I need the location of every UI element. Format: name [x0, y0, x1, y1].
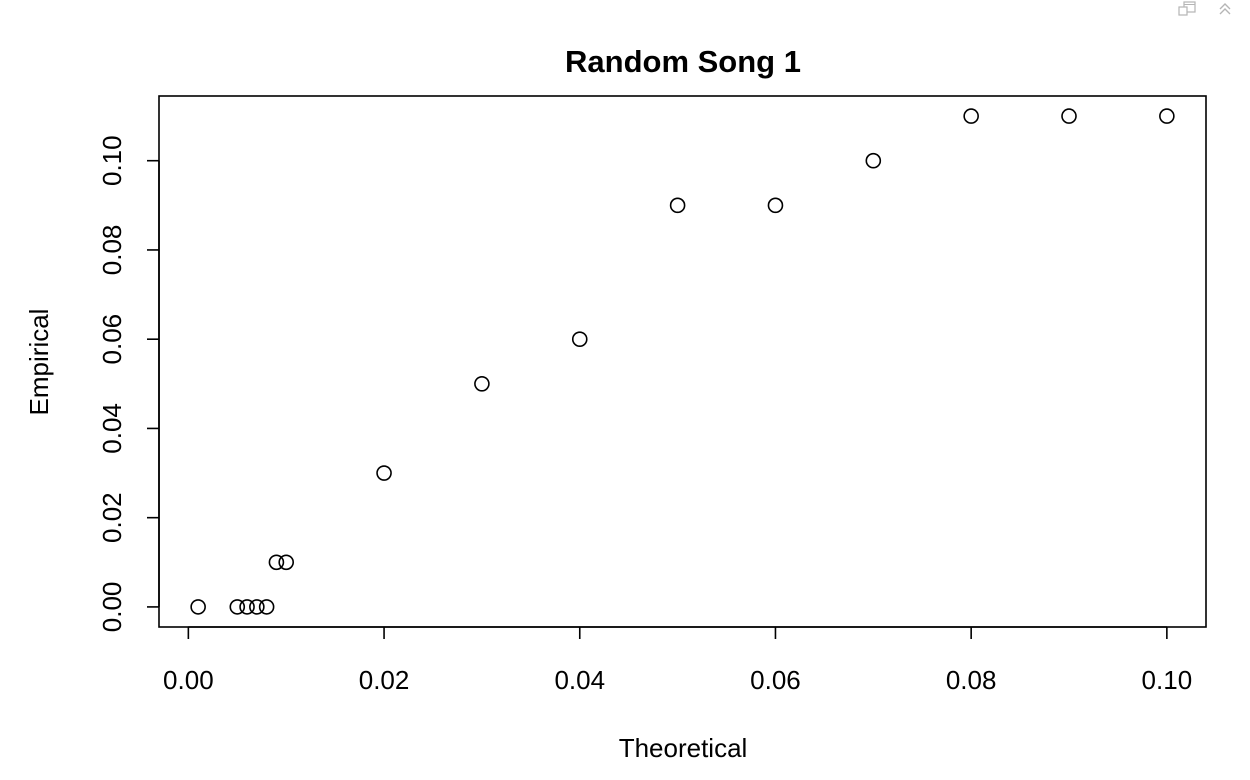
chart-title: Random Song 1 — [565, 44, 801, 79]
data-point — [249, 599, 265, 615]
output-toolbar — [1178, 0, 1234, 18]
x-tick-label: 0.00 — [163, 665, 214, 695]
y-tick-label: 0.10 — [97, 135, 127, 186]
x-tick-label: 0.04 — [554, 665, 605, 695]
y-axis-label: Empirical — [24, 309, 54, 416]
data-point — [865, 152, 882, 169]
x-axis: 0.00 0.02 0.04 0.06 0.08 0.10 — [163, 626, 1193, 695]
data-points — [190, 108, 1175, 615]
data-point — [258, 599, 275, 615]
y-tick-label: 0.04 — [97, 403, 127, 454]
data-point — [376, 465, 392, 481]
data-point — [767, 197, 784, 214]
show-in-new-window-icon — [1178, 1, 1196, 16]
data-point — [474, 376, 490, 392]
x-tick-label: 0.08 — [946, 665, 997, 695]
data-point — [239, 599, 255, 615]
collapse-output-button[interactable] — [1216, 0, 1234, 18]
data-point — [190, 599, 206, 615]
data-point — [1061, 108, 1077, 124]
x-axis-label: Theoretical — [619, 733, 748, 763]
data-point — [1159, 108, 1175, 124]
y-axis: 0.00 0.02 0.04 0.06 0.08 0.10 — [97, 135, 160, 633]
data-point — [278, 554, 295, 571]
plot-frame — [158, 95, 1207, 628]
x-tick-label: 0.06 — [750, 665, 801, 695]
y-tick-label: 0.08 — [97, 225, 127, 276]
data-point — [229, 599, 246, 615]
data-point — [669, 197, 686, 214]
show-in-new-window-button[interactable] — [1178, 0, 1196, 18]
x-tick-label: 0.02 — [359, 665, 410, 695]
y-tick-label: 0.02 — [97, 492, 127, 543]
data-point — [268, 554, 285, 571]
collapse-output-icon — [1219, 3, 1231, 15]
data-point — [963, 108, 979, 124]
y-tick-label: 0.00 — [97, 582, 127, 633]
x-tick-label: 0.10 — [1142, 665, 1193, 695]
data-point — [571, 331, 588, 347]
y-tick-label: 0.06 — [97, 314, 127, 365]
